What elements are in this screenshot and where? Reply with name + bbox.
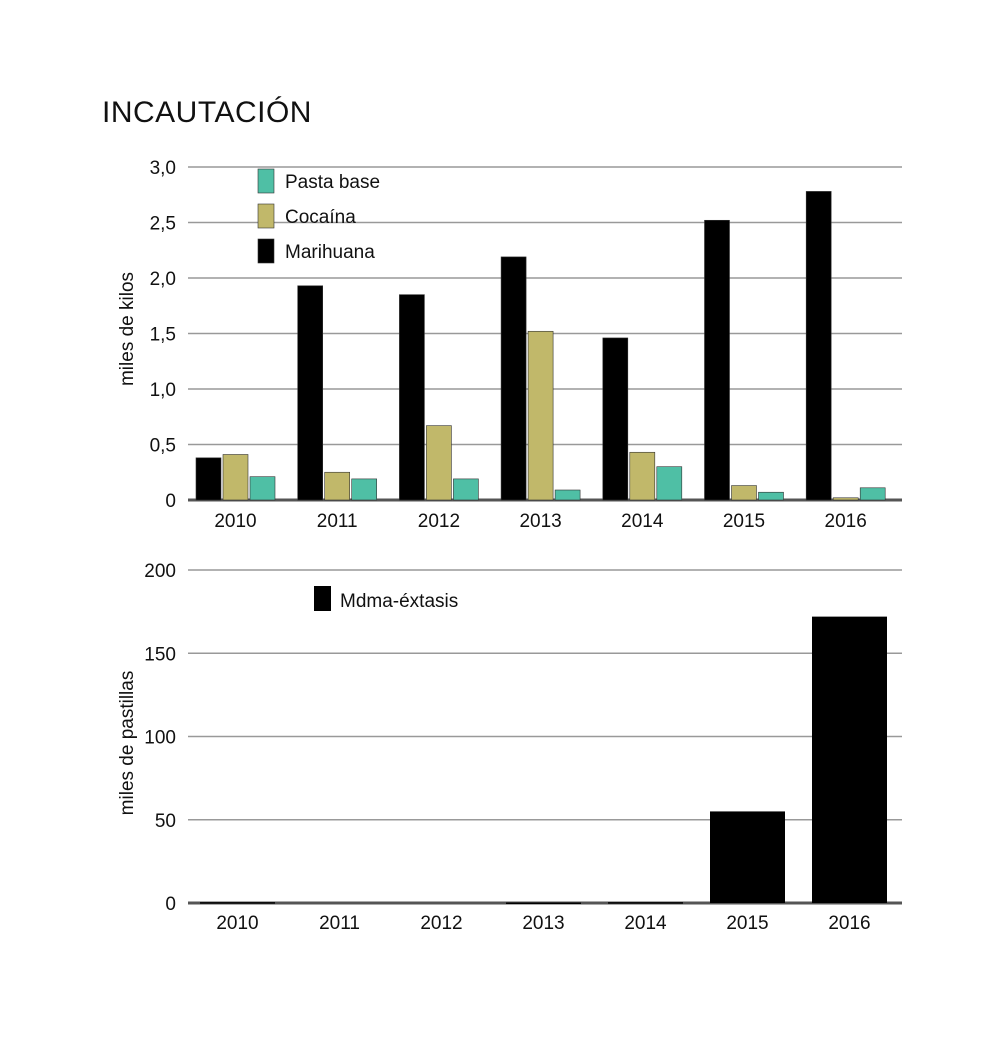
top-y-tick-label: 0 [165, 491, 176, 512]
bar-marihuana-2013 [500, 256, 527, 501]
bottom-y-tick-label: 150 [144, 644, 176, 665]
top-x-tick-label: 2011 [317, 511, 358, 532]
bottom-x-tick-label: 2012 [420, 913, 462, 934]
top-x-tick-label: 2016 [825, 511, 867, 532]
bar-mdma-2016 [812, 616, 887, 903]
bottom-x-tick-label: 2014 [624, 913, 667, 934]
bar-pasta_base-2013 [554, 489, 581, 501]
top-legend: Pasta base Cocaína Marihuana [257, 168, 380, 264]
bottom-y-tick-label: 50 [155, 811, 176, 832]
bar-pasta_base-2010 [249, 476, 276, 501]
bar-cocaina-2013 [527, 330, 554, 501]
top-x-tick-labels: 2010 2011 2012 2013 2014 2015 2016 [214, 511, 866, 532]
bar-marihuana-2012 [399, 294, 425, 501]
legend-swatch-mdma [314, 586, 331, 611]
bar-mdma-2015 [710, 811, 785, 903]
bottom-y-tick-label: 200 [144, 561, 176, 582]
bottom-y-tick-label: 100 [144, 728, 176, 749]
bottom-x-tick-label: 2015 [726, 913, 768, 934]
top-chart: 0 0,5 1,0 1,5 2,0 2,5 3,0 2010 2011 2012 2013 2014… [117, 158, 902, 532]
bottom-x-tick-labels: 2010 2011 2012 2013 2014 2015 2016 [216, 913, 870, 934]
top-x-tick-label: 2012 [418, 511, 460, 532]
bottom-y-axis-label: miles de pastillas [117, 671, 138, 816]
bar-pasta_base-2016 [859, 487, 886, 501]
top-x-tick-label: 2014 [621, 511, 664, 532]
top-y-tick-label: 1,0 [150, 380, 176, 401]
top-y-tick-label: 0,5 [150, 436, 176, 457]
bottom-x-tick-label: 2013 [522, 913, 564, 934]
bar-marihuana-2010 [195, 457, 222, 501]
bar-pasta_base-2014 [656, 466, 683, 501]
top-bars [195, 191, 886, 501]
top-x-tick-label: 2013 [519, 511, 561, 532]
bottom-y-tick-label: 0 [165, 894, 176, 915]
bottom-y-tick-labels: 0 50 100 150 200 [144, 561, 176, 915]
bar-cocaina-2012 [426, 425, 452, 501]
legend-swatch-marihuana [257, 238, 275, 264]
bar-mdma-2013 [506, 902, 581, 905]
legend-label-pasta_base: Pasta base [285, 172, 380, 193]
legend-label-mdma: Mdma-éxtasis [340, 591, 458, 612]
page-title: INCAUTACIÓN [102, 96, 312, 129]
legend-swatch-pasta_base [257, 168, 275, 194]
bar-cocaina-2016 [832, 497, 859, 501]
bar-mdma-2010 [200, 902, 275, 904]
bar-marihuana-2011 [297, 285, 324, 501]
top-y-axis-label: miles de kilos [117, 272, 138, 386]
bar-marihuana-2015 [704, 219, 730, 501]
legend-label-marihuana: Marihuana [285, 242, 375, 263]
bottom-x-tick-label: 2010 [216, 913, 258, 934]
bar-marihuana-2014 [602, 337, 629, 501]
top-y-tick-labels: 0 0,5 1,0 1,5 2,0 2,5 3,0 [150, 158, 176, 512]
bar-pasta_base-2011 [351, 478, 378, 501]
bar-marihuana-2016 [805, 191, 832, 501]
bar-pasta_base-2015 [758, 491, 784, 501]
legend-swatch-cocaina [257, 203, 275, 229]
bottom-bars [200, 616, 887, 905]
bar-pasta_base-2012 [453, 478, 479, 501]
bottom-x-tick-label: 2011 [319, 913, 360, 934]
top-y-tick-label: 2,0 [150, 269, 176, 290]
bottom-legend: Mdma-éxtasis [314, 586, 458, 612]
bottom-x-tick-label: 2016 [828, 913, 870, 934]
top-x-tick-label: 2015 [723, 511, 765, 532]
top-y-tick-label: 1,5 [150, 325, 176, 346]
bar-cocaina-2010 [222, 454, 249, 501]
bottom-gridlines [188, 569, 902, 905]
bar-cocaina-2014 [629, 451, 656, 501]
legend-label-cocaina: Cocaína [285, 207, 356, 228]
bar-mdma-2014 [608, 902, 683, 904]
bar-cocaina-2015 [731, 485, 757, 501]
bar-cocaina-2011 [324, 471, 351, 501]
top-x-tick-label: 2010 [214, 511, 256, 532]
top-y-tick-label: 2,5 [150, 214, 176, 235]
top-y-tick-label: 3,0 [150, 158, 176, 179]
